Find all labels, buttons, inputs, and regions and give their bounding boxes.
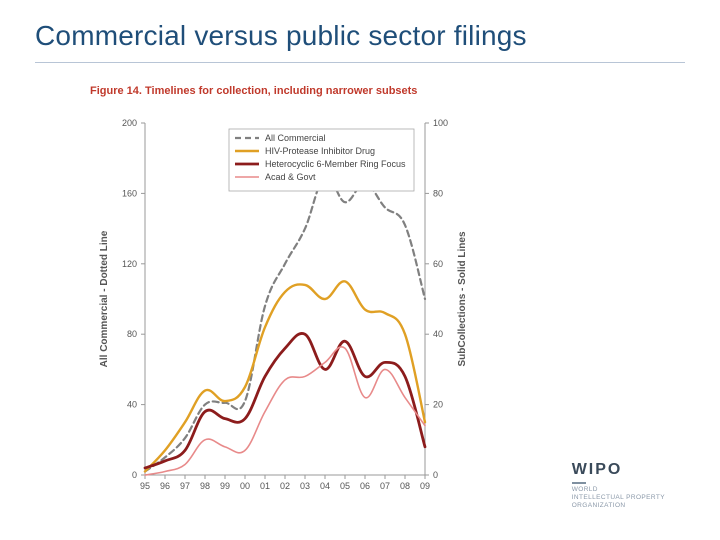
- wipo-logo-text: WIPO: [572, 461, 665, 479]
- svg-text:04: 04: [320, 481, 330, 491]
- wipo-branding: WIPO WORLD INTELLECTUAL PROPERTY ORGANIZ…: [572, 461, 665, 510]
- svg-text:01: 01: [260, 481, 270, 491]
- svg-text:00: 00: [240, 481, 250, 491]
- svg-text:160: 160: [122, 188, 137, 198]
- svg-text:98: 98: [200, 481, 210, 491]
- svg-text:03: 03: [300, 481, 310, 491]
- line-chart: 0408012016020002040608010095969798990001…: [90, 105, 480, 505]
- svg-text:60: 60: [433, 259, 443, 269]
- wipo-separator: [572, 482, 586, 484]
- slide: Commercial versus public sector filings …: [0, 0, 720, 540]
- svg-text:100: 100: [433, 118, 448, 128]
- svg-text:0: 0: [132, 470, 137, 480]
- figure-caption: Figure 14. Timelines for collection, inc…: [90, 85, 417, 97]
- svg-text:All Commercial - Dotted Line: All Commercial - Dotted Line: [99, 230, 110, 367]
- svg-text:97: 97: [180, 481, 190, 491]
- svg-text:05: 05: [340, 481, 350, 491]
- svg-text:95: 95: [140, 481, 150, 491]
- svg-text:08: 08: [400, 481, 410, 491]
- svg-text:09: 09: [420, 481, 430, 491]
- svg-text:20: 20: [433, 400, 443, 410]
- svg-text:06: 06: [360, 481, 370, 491]
- svg-text:40: 40: [127, 400, 137, 410]
- svg-text:80: 80: [127, 329, 137, 339]
- wipo-subtitle-3: ORGANIZATION: [572, 502, 665, 510]
- svg-text:Heterocyclic 6-Member Ring Foc: Heterocyclic 6-Member Ring Focus: [265, 159, 406, 169]
- svg-text:80: 80: [433, 188, 443, 198]
- page-title: Commercial versus public sector filings: [35, 20, 527, 52]
- svg-text:200: 200: [122, 118, 137, 128]
- svg-text:SubCollections - Solid Lines: SubCollections - Solid Lines: [457, 231, 468, 366]
- chart-svg: 0408012016020002040608010095969798990001…: [90, 105, 480, 505]
- svg-text:HIV-Protease Inhibitor Drug: HIV-Protease Inhibitor Drug: [265, 146, 375, 156]
- svg-text:07: 07: [380, 481, 390, 491]
- wipo-subtitle-2: INTELLECTUAL PROPERTY: [572, 494, 665, 502]
- title-rule: [35, 62, 685, 63]
- svg-text:120: 120: [122, 259, 137, 269]
- svg-text:02: 02: [280, 481, 290, 491]
- svg-text:99: 99: [220, 481, 230, 491]
- svg-text:Acad & Govt: Acad & Govt: [265, 172, 316, 182]
- svg-text:96: 96: [160, 481, 170, 491]
- svg-text:All Commercial: All Commercial: [265, 133, 326, 143]
- wipo-subtitle-1: WORLD: [572, 486, 665, 494]
- svg-text:0: 0: [433, 470, 438, 480]
- svg-text:40: 40: [433, 329, 443, 339]
